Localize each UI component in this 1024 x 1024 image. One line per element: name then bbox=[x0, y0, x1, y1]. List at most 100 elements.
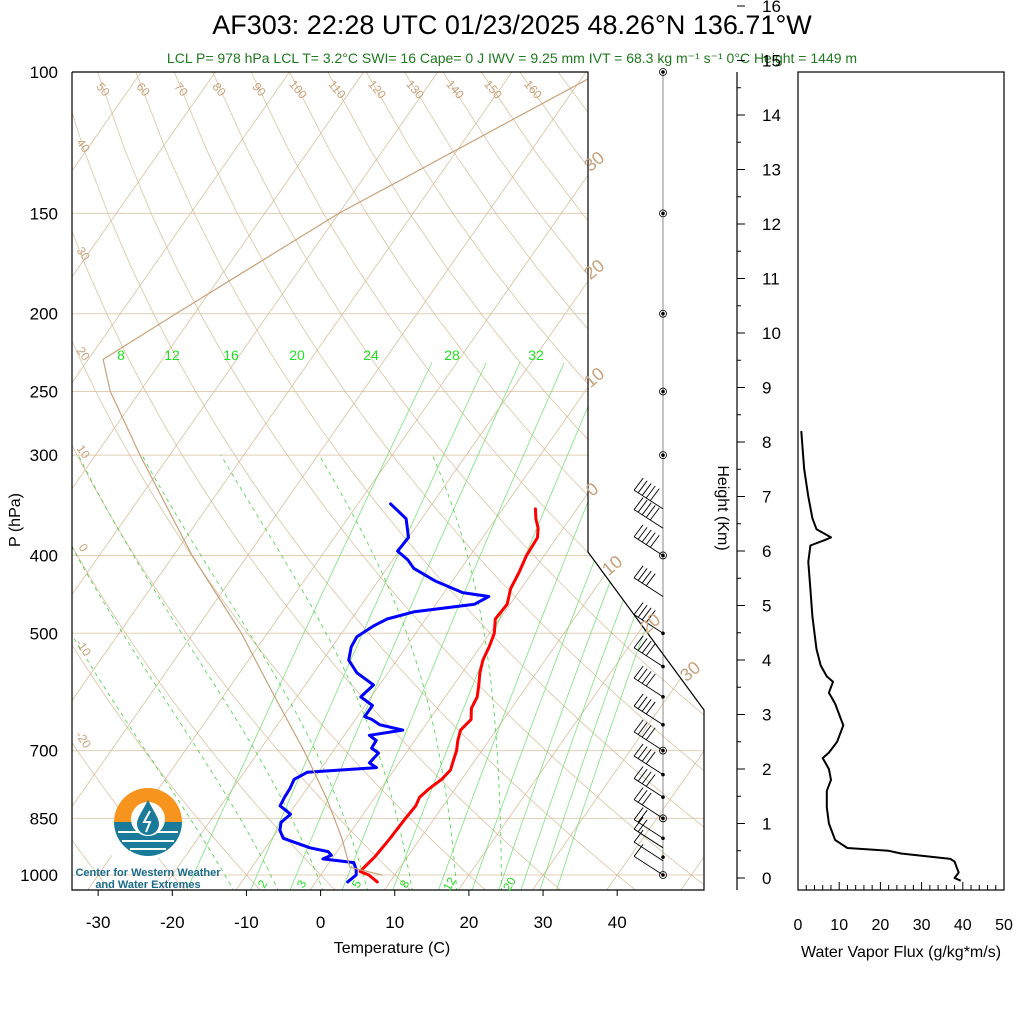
pressure-tick-label: 850 bbox=[30, 809, 58, 828]
wind-dot bbox=[661, 855, 665, 859]
wind-calm-circle bbox=[659, 551, 667, 560]
wind-barb-feather bbox=[641, 502, 652, 516]
isotherm-line bbox=[382, 72, 704, 890]
isotherm-line bbox=[456, 72, 704, 890]
flux-tick-label: 20 bbox=[872, 917, 890, 934]
mixing-ratio-label: 12 bbox=[164, 347, 180, 363]
wind-barb-feather bbox=[637, 568, 648, 581]
adiabat-label: 130 bbox=[403, 77, 427, 102]
wind-axis-label: 30 bbox=[676, 657, 704, 685]
wind-barb-feather bbox=[645, 573, 656, 586]
wind-barb-feather bbox=[641, 771, 652, 784]
pressure-tick-label: 100 bbox=[30, 63, 58, 82]
wind-barb bbox=[633, 705, 664, 726]
wind-barb-feather bbox=[637, 527, 648, 540]
wind-barb-feather bbox=[633, 807, 644, 820]
wind-barb-feather bbox=[641, 640, 652, 654]
adiabat-label: 70 bbox=[171, 80, 191, 99]
pressure-tick-label: 400 bbox=[30, 546, 58, 565]
wind-barb bbox=[633, 799, 664, 819]
isotherm-line bbox=[85, 72, 661, 890]
wind-barb-feather bbox=[637, 819, 648, 832]
wind-barb-feather bbox=[637, 480, 648, 494]
wind-barb bbox=[633, 647, 664, 667]
height-tick-label: 7 bbox=[762, 488, 771, 507]
wind-calm-circle bbox=[659, 871, 667, 879]
pressure-tick-label: 150 bbox=[30, 204, 58, 223]
wind-barb-feather bbox=[641, 607, 652, 621]
adiabat-label: 60 bbox=[133, 80, 153, 99]
axes: 50 60 70 80 90 100 110 120 130 140 150 160403020100… bbox=[7, 63, 704, 957]
dry-adiabat-line bbox=[0, 72, 36, 892]
wind-barb-feather bbox=[637, 768, 648, 782]
temperature-axis-label: Temperature (C) bbox=[334, 940, 450, 957]
wind-barb bbox=[633, 536, 664, 556]
wind-barb-feather bbox=[645, 643, 656, 656]
moist-adiabat-line bbox=[72, 454, 235, 890]
wind-calm-circle bbox=[659, 746, 667, 755]
wind-barb-feather bbox=[637, 746, 648, 759]
flux-series-group bbox=[800, 431, 962, 882]
temperature-tick-label: 40 bbox=[608, 913, 627, 932]
wind-barb-feather bbox=[641, 529, 652, 543]
mixing-ratio-label: 8 bbox=[117, 347, 125, 363]
height-tick-label: 6 bbox=[762, 542, 771, 561]
flux-frame bbox=[797, 71, 1005, 891]
wind-barb-feather bbox=[645, 485, 656, 499]
dry-adiabat-line bbox=[97, 72, 704, 890]
mixing-ratio-label: 24 bbox=[363, 347, 379, 363]
isotherm-line bbox=[72, 72, 142, 890]
wind-barb bbox=[633, 489, 664, 510]
flux-tick-label: 40 bbox=[954, 917, 972, 934]
wind-barb-feather bbox=[637, 809, 648, 823]
wind-calm-circle bbox=[659, 68, 667, 76]
height-tick-label: 15 bbox=[762, 52, 781, 71]
wind-calm-circle bbox=[659, 209, 667, 218]
mixing-ratio-line bbox=[341, 362, 565, 890]
wind-axis-label: 10 bbox=[598, 551, 626, 579]
pressure-tick-label: 250 bbox=[30, 383, 58, 402]
wind-barb-feather bbox=[633, 665, 644, 679]
dry-adiabat-line bbox=[72, 72, 639, 890]
temperature-tick-label: 10 bbox=[385, 913, 404, 932]
wind-barb-feather bbox=[645, 505, 656, 518]
height-tick-label: 11 bbox=[762, 270, 780, 289]
mixing-ratio-line bbox=[437, 362, 646, 890]
wind-barb-feather bbox=[637, 722, 648, 735]
dry-adiabat-line bbox=[519, 72, 704, 890]
height-tick-label: 8 bbox=[762, 433, 771, 452]
wind-barb-feather bbox=[645, 532, 656, 545]
pressure-axis-label: P (hPa) bbox=[7, 493, 24, 547]
mixing-ratio-line bbox=[497, 362, 697, 890]
isotherm-line bbox=[72, 72, 364, 890]
wind-barb-feather bbox=[649, 488, 660, 501]
wind-barb-feather bbox=[633, 829, 644, 843]
mixing-ratio-bottom-label: 12 bbox=[440, 874, 459, 893]
wind-barb-feather bbox=[633, 565, 644, 579]
height-axis-label: Height (Km) bbox=[714, 465, 731, 550]
adiabat-label: 50 bbox=[93, 80, 113, 99]
height-tick-label: 4 bbox=[762, 651, 771, 670]
moist-adiabat-line bbox=[220, 454, 413, 890]
wind-barb-feather bbox=[637, 668, 648, 682]
pressure-tick-label: 700 bbox=[30, 742, 58, 761]
isotherm-label: 0 bbox=[76, 541, 91, 555]
dry-adiabat-line bbox=[365, 72, 704, 890]
wind-barb-feather bbox=[641, 671, 652, 684]
moist-adiabat-line bbox=[77, 454, 324, 890]
wind-barb bbox=[633, 778, 664, 798]
wind-barb bbox=[633, 841, 664, 862]
flux-line bbox=[800, 431, 962, 882]
wind-dot bbox=[661, 70, 665, 74]
mixing-ratio-bottom-label: 3 bbox=[294, 877, 310, 890]
flux-tick-label: 0 bbox=[794, 917, 803, 934]
wind-barb-feather bbox=[633, 602, 644, 615]
wind-barb-feather bbox=[633, 787, 644, 800]
wind-barb bbox=[633, 755, 664, 776]
skew-t-series bbox=[102, 72, 602, 884]
wind-barb-feather bbox=[633, 693, 644, 707]
isotherm-label: -10 bbox=[73, 637, 95, 660]
isotherm-line bbox=[308, 72, 704, 890]
wind-barb-feather bbox=[641, 748, 652, 762]
